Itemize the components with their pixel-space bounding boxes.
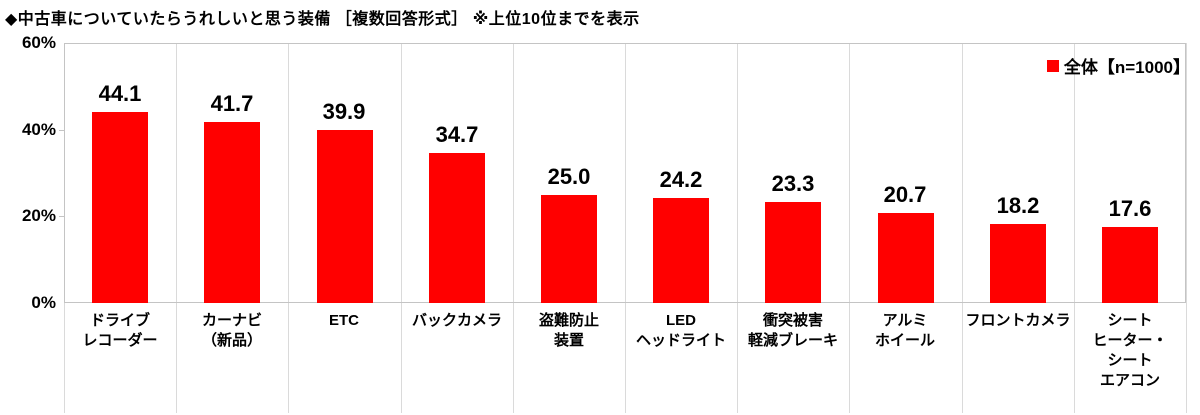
category-label: バックカメラ xyxy=(401,311,513,331)
bar xyxy=(541,195,597,303)
value-label: 17.6 xyxy=(1108,196,1152,221)
category-label: 盗難防止 装置 xyxy=(513,311,625,351)
value-label: 20.7 xyxy=(883,182,927,207)
legend-label: 全体【n=1000】 xyxy=(1063,58,1190,77)
y-tick-label: 20% xyxy=(21,206,56,225)
grid-line xyxy=(288,43,289,413)
category-label-line: バックカメラ xyxy=(411,312,502,329)
plot-area xyxy=(64,43,1186,303)
category-label-line: ドライブ xyxy=(89,312,150,329)
category-label: ETC xyxy=(288,311,400,331)
category-label-line: レコーダー xyxy=(82,332,158,349)
category-label-line: （新品） xyxy=(201,332,262,349)
category-label-line: エアコン xyxy=(1099,372,1160,389)
bar xyxy=(204,122,260,303)
category-label-line: シート xyxy=(1107,312,1153,329)
y-tick-mark xyxy=(59,216,64,217)
bar xyxy=(1102,227,1158,303)
category-label: カーナビ （新品） xyxy=(176,311,288,351)
bar xyxy=(653,198,709,303)
grid-line xyxy=(176,43,177,413)
category-label-line: シート xyxy=(1107,352,1153,369)
category-label-line: アルミ xyxy=(882,312,928,329)
grid-line xyxy=(1074,43,1075,413)
value-label: 24.2 xyxy=(659,167,703,192)
bar xyxy=(429,153,485,303)
bar xyxy=(878,213,934,303)
category-label-line: ホイール xyxy=(874,332,935,349)
value-label: 34.7 xyxy=(435,122,479,147)
y-tick-label: 0% xyxy=(31,293,56,312)
category-label: フロントカメラ xyxy=(962,311,1074,331)
category-label-line: 衝突被害 xyxy=(762,312,823,329)
value-label: 41.7 xyxy=(210,91,254,116)
y-tick-label: 40% xyxy=(21,120,56,139)
bar xyxy=(92,112,148,303)
category-label-line: 軽減ブレーキ xyxy=(747,332,838,349)
value-label: 39.9 xyxy=(322,99,366,124)
legend-marker-square xyxy=(1046,59,1059,72)
y-tick-mark xyxy=(59,130,64,131)
bar xyxy=(765,202,821,303)
grid-line xyxy=(513,43,514,413)
category-label-line: LED xyxy=(666,312,696,329)
category-label-line: カーナビ xyxy=(201,312,262,329)
bar xyxy=(317,130,373,303)
y-tick-label: 60% xyxy=(21,33,56,52)
grid-line xyxy=(737,43,738,413)
grid-line xyxy=(625,43,626,413)
category-label: ドライブ レコーダー xyxy=(64,311,176,351)
grid-line xyxy=(401,43,402,413)
category-label: 衝突被害軽減ブレーキ xyxy=(737,311,849,351)
category-label-line: ヒーター・ xyxy=(1092,332,1168,349)
category-label: シート ヒーター・ シート エアコン xyxy=(1074,311,1186,391)
value-label: 23.3 xyxy=(771,171,815,196)
grid-line xyxy=(1186,43,1187,413)
value-label: 25.0 xyxy=(547,164,591,189)
value-label: 44.1 xyxy=(98,81,142,106)
category-label-line: ETC xyxy=(329,312,359,329)
category-label-line: ヘッドライト xyxy=(635,332,726,349)
category-label: LED ヘッドライト xyxy=(625,311,737,351)
grid-line xyxy=(849,43,850,413)
bar xyxy=(990,224,1046,303)
category-label-line: フロントカメラ xyxy=(965,312,1071,329)
value-label: 18.2 xyxy=(996,193,1040,218)
category-label-line: 盗難防止 xyxy=(538,312,599,329)
grid-line xyxy=(962,43,963,413)
category-label-line: 装置 xyxy=(553,332,584,349)
category-label: アルミ ホイール xyxy=(849,311,961,351)
chart-title: ◆中古車についていたらうれしいと思う装備 ［複数回答形式］ ※上位10位までを表… xyxy=(5,11,640,28)
legend: 全体【n=1000】 xyxy=(1046,53,1190,78)
